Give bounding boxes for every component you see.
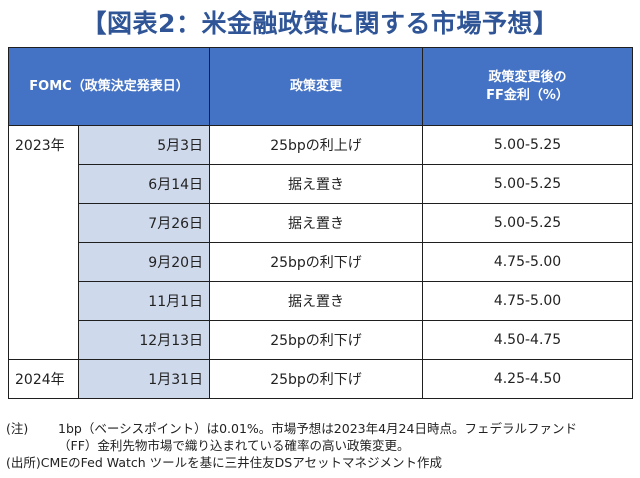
note-label: (注) xyxy=(6,421,29,436)
note-line1: 1bp（ベーシスポイント）は0.01%。市場予想は2023年4月24日時点。フェ… xyxy=(58,421,577,436)
date-cell: 6月14日 xyxy=(77,164,211,204)
date-cell: 11月1日 xyxy=(77,281,211,321)
fomc-table: FOMC（政策決定発表日） 政策変更 政策変更後の FF金利（%） 2023年 … xyxy=(7,47,634,399)
date-cell: 5月3日 xyxy=(77,125,211,165)
figure-title: 【図表2：米金融政策に関する市場予想】 xyxy=(81,9,559,38)
note-line2: （FF）金利先物市場で織り込まれている確率の高い政策変更。 xyxy=(58,438,410,453)
policy-cell: 据え置き xyxy=(209,281,424,321)
year-cell-2024: 2024年 xyxy=(8,359,79,399)
rate-cell: 4.25-4.50 xyxy=(422,359,634,399)
source-text: CMEのFed Watch ツールを基に三井住友DSアセットマネジメント作成 xyxy=(40,455,442,470)
policy-cell: 25bpの利上げ xyxy=(209,125,424,165)
table-row: 7月26日 据え置き 5.00-5.25 xyxy=(9,203,634,243)
header-row: FOMC（政策決定発表日） 政策変更 政策変更後の FF金利（%） xyxy=(7,47,634,126)
note-row-continued: （FF）金利先物市場で織り込まれている確率の高い政策変更。 xyxy=(6,437,636,454)
header-rate-line2: FF金利（%） xyxy=(486,87,569,103)
date-cell: 1月31日 xyxy=(77,359,211,399)
policy-cell: 据え置き xyxy=(209,203,424,243)
footnotes: (注) 1bp（ベーシスポイント）は0.01%。市場予想は2023年4月24日時… xyxy=(6,420,636,471)
date-cell: 7月26日 xyxy=(77,203,211,243)
date-cell: 9月20日 xyxy=(77,242,211,282)
date-cell: 12月13日 xyxy=(77,320,211,360)
source-row: (出所) CMEのFed Watch ツールを基に三井住友DSアセットマネジメン… xyxy=(6,454,636,471)
rate-cell: 4.75-5.00 xyxy=(422,242,634,282)
rate-cell: 5.00-5.25 xyxy=(422,125,634,165)
policy-cell: 据え置き xyxy=(209,164,424,204)
header-rate: 政策変更後の FF金利（%） xyxy=(422,47,634,126)
table-row: 11月1日 据え置き 4.75-5.00 xyxy=(9,281,634,321)
header-fomc: FOMC（政策決定発表日） xyxy=(7,47,211,126)
rate-cell: 5.00-5.25 xyxy=(422,164,634,204)
header-rate-line1: 政策変更後の xyxy=(488,69,567,85)
table-row: 9月20日 25bpの利下げ 4.75-5.00 xyxy=(9,242,634,282)
source-label: (出所) xyxy=(6,455,41,470)
table-row: 6月14日 据え置き 5.00-5.25 xyxy=(9,164,634,204)
header-policy: 政策変更 xyxy=(209,47,424,126)
rate-cell: 4.75-5.00 xyxy=(422,281,634,321)
policy-cell: 25bpの利下げ xyxy=(209,359,424,399)
table-row: 2023年 5月3日 25bpの利上げ 5.00-5.25 xyxy=(8,125,634,360)
rate-cell: 4.50-4.75 xyxy=(422,320,634,360)
table-row: 12月13日 25bpの利下げ 4.50-4.75 xyxy=(9,320,634,360)
policy-cell: 25bpの利下げ xyxy=(209,320,424,360)
note-row: (注) 1bp（ベーシスポイント）は0.01%。市場予想は2023年4月24日時… xyxy=(6,420,636,437)
rate-cell: 5.00-5.25 xyxy=(422,203,634,243)
year-cell-2023: 2023年 xyxy=(8,125,79,360)
table-row: 2024年 1月31日 25bpの利下げ 4.25-4.50 xyxy=(8,359,634,399)
policy-cell: 25bpの利下げ xyxy=(209,242,424,282)
